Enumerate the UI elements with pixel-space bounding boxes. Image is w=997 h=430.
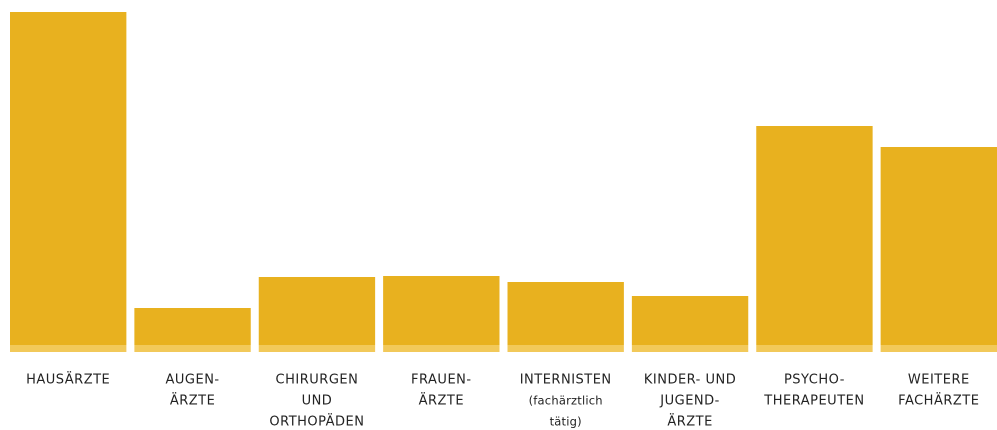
bar-base <box>258 345 376 352</box>
bar-base <box>134 345 251 352</box>
bar <box>10 12 127 345</box>
x-tick-label: FRAUEN- <box>411 373 472 388</box>
x-tick-label: AUGEN- <box>166 373 220 388</box>
bar <box>258 277 376 345</box>
bar <box>383 276 500 345</box>
x-tick-label: HAUSÄRZTE <box>26 372 110 388</box>
x-tick-label: UND <box>302 394 333 409</box>
bar-base <box>631 345 749 352</box>
x-tick-label: ÄRZTE <box>667 414 713 430</box>
bar-base <box>10 345 127 352</box>
x-tick-label: ÄRZTE <box>170 393 216 409</box>
bar <box>507 282 624 345</box>
x-tick-label: (fachärztlich <box>529 394 603 408</box>
bar <box>756 126 873 345</box>
x-tick-label: FACHÄRZTE <box>898 393 979 409</box>
x-tick-label: INTERNISTEN <box>520 373 612 388</box>
bar <box>631 296 749 345</box>
x-tick-label: WEITERE <box>908 373 970 388</box>
x-tick-label: KINDER- UND <box>644 373 736 388</box>
x-tick-label: CHIRURGEN <box>276 373 359 388</box>
bar-base <box>383 345 500 352</box>
x-tick-label: JUGEND- <box>659 394 720 409</box>
bar <box>880 147 997 345</box>
x-tick-label: ÄRZTE <box>419 393 465 409</box>
bar-base <box>880 345 997 352</box>
bar <box>134 308 251 345</box>
bar-base <box>756 345 873 352</box>
x-tick-label: PSYCHO- <box>784 373 845 388</box>
x-tick-label: THERAPEUTEN <box>763 394 864 409</box>
bar-base <box>507 345 624 352</box>
x-tick-label: tätig) <box>550 415 582 429</box>
x-tick-label: ORTHOPÄDEN <box>269 414 364 430</box>
